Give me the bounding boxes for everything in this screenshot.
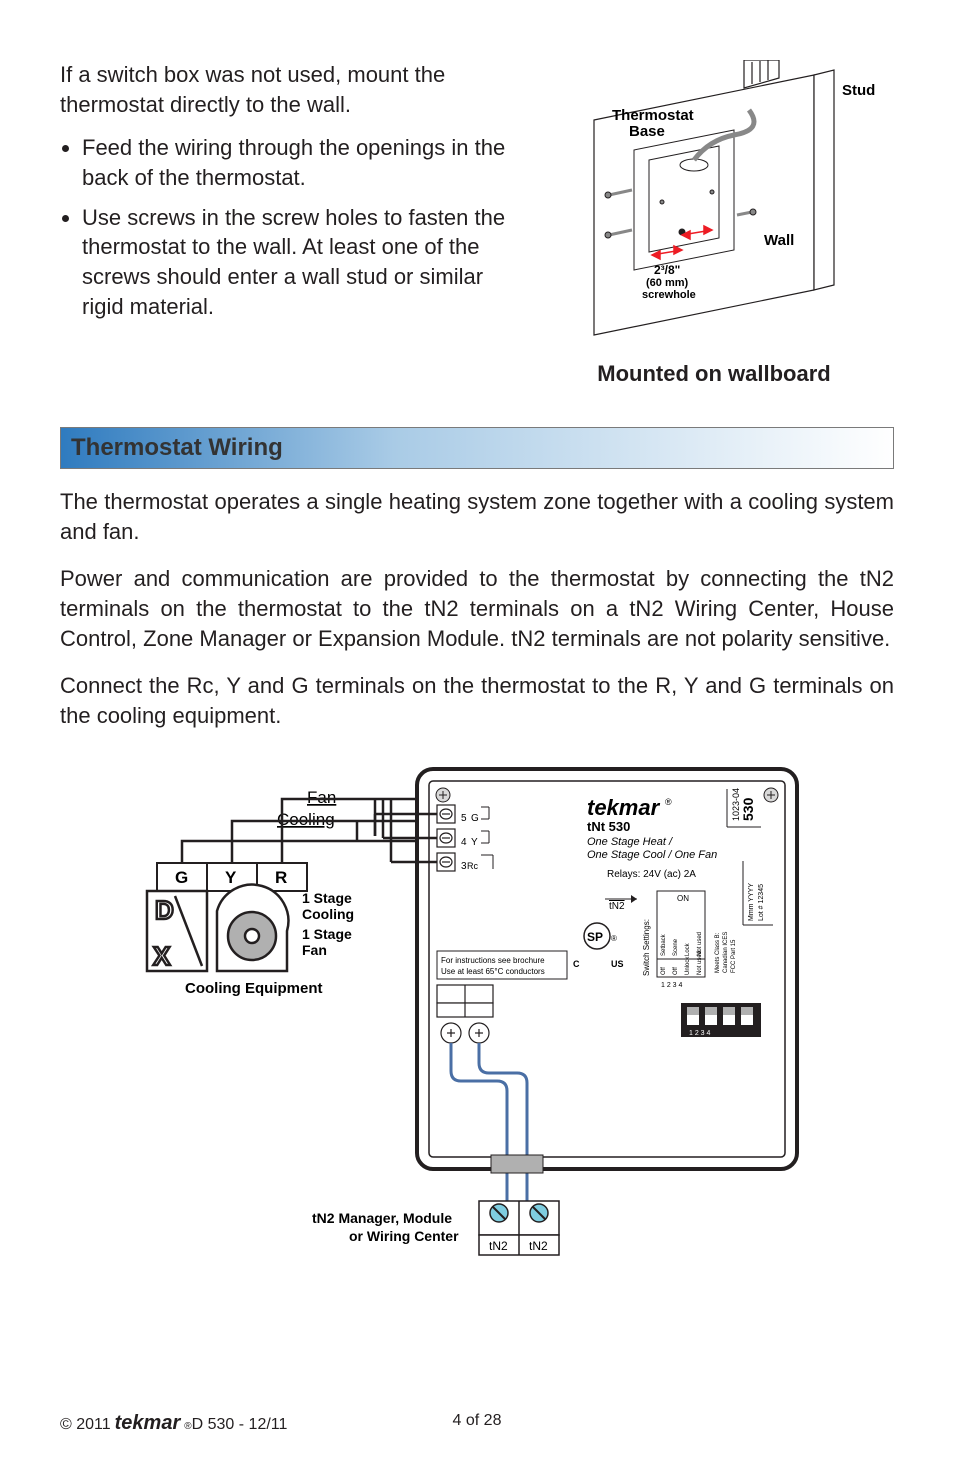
para-2: Power and communication are provided to … [60, 564, 894, 653]
pcb-product: tNt 530 [587, 819, 630, 834]
stage-cooling-2: Cooling [302, 906, 354, 922]
footer-doc: D 530 - 12/11 [192, 1416, 288, 1434]
svg-text:Off: Off [673, 967, 679, 975]
label-base-1: Thermostat [612, 107, 694, 124]
svg-text:G: G [471, 813, 479, 824]
svg-text:Scene: Scene [673, 938, 679, 956]
label-base-2: Base [629, 123, 665, 140]
stage-cooling-1: 1 Stage [302, 890, 352, 906]
instr2: Use at least 65°C conductors [441, 967, 545, 976]
section-header: Thermostat Wiring [60, 427, 894, 469]
sp-label: SP [587, 930, 603, 944]
wiring-diagram: Fan Cooling G Y R D X 1 Stag [117, 761, 837, 1326]
pcb-brand: tekmar [587, 795, 661, 820]
intro-text: If a switch box was not used, mount the … [60, 60, 514, 387]
intro-bullets: Feed the wiring through the openings in … [60, 133, 514, 321]
pcb-tn2-1: tN2 [441, 990, 457, 1001]
label-dim2: (60 mm) [646, 277, 689, 289]
svg-text:4: 4 [461, 837, 467, 848]
fan-label: Fan [307, 788, 336, 807]
svg-text:Lock: Lock [685, 942, 691, 956]
term-r: R [275, 868, 287, 887]
us-label: US [611, 959, 624, 969]
wiring-svg: Fan Cooling G Y R D X 1 Stag [117, 761, 837, 1321]
stage-fan-1: 1 Stage [302, 926, 352, 942]
svg-text:®: ® [611, 934, 617, 943]
label-dim3: screwhole [642, 289, 696, 301]
svg-text:Lot # 12345: Lot # 12345 [758, 884, 765, 921]
intro-para: If a switch box was not used, mount the … [60, 60, 514, 119]
svg-text:1: 1 [447, 1006, 452, 1016]
x-label: X [153, 941, 171, 971]
intro-row: If a switch box was not used, mount the … [60, 60, 894, 387]
ext-tn2-1: tN2 [489, 1239, 508, 1253]
svg-text:Meets Class B:: Meets Class B: [715, 932, 721, 973]
model-num: 530 [740, 797, 756, 821]
d-label: D [155, 895, 174, 925]
stage-fan-2: Fan [302, 942, 327, 958]
svg-text:5: 5 [461, 813, 467, 824]
svg-text:Off: Off [661, 967, 667, 975]
svg-text:Unlock: Unlock [685, 955, 691, 974]
footer: © 2011 tekmar® D 530 - 12/11 4 of 28 [60, 1412, 894, 1435]
pcb-relays: Relays: 24V (ac) 2A [607, 869, 696, 880]
svg-text:2: 2 [475, 1006, 480, 1016]
svg-text:1 2 3 4: 1 2 3 4 [689, 1030, 711, 1037]
label-dim1: 2³/8" [654, 263, 680, 277]
tn2-inline: tN2 [609, 901, 625, 912]
svg-text:Mmm YYYY: Mmm YYYY [748, 882, 755, 920]
label-stud: Stud [842, 82, 875, 99]
bullet-1: Feed the wiring through the openings in … [82, 133, 514, 192]
para-1: The thermostat operates a single heating… [60, 487, 894, 546]
tn2-mgr-1: tN2 Manager, Module [312, 1210, 452, 1226]
cooling-label: Cooling [277, 810, 335, 829]
svg-text:Rc: Rc [467, 861, 478, 871]
svg-text:Y: Y [471, 837, 478, 848]
label-wall: Wall [764, 232, 794, 249]
reg-mark: ® [184, 1421, 191, 1432]
pcb-desc1: One Stage Heat / [587, 836, 673, 848]
svg-text:Canadian ICES: Canadian ICES [723, 931, 729, 972]
para-3: Connect the Rc, Y and G terminals on the… [60, 671, 894, 730]
svg-text:1 2 3 4: 1 2 3 4 [661, 982, 683, 989]
wallboard-svg: Stud Thermostat [534, 60, 894, 350]
figure-wallboard: Stud Thermostat [534, 60, 894, 387]
pcb-tn2-2: tN2 [469, 990, 485, 1001]
svg-text:FCC Part 15: FCC Part 15 [731, 939, 737, 973]
ext-tn2-2: tN2 [529, 1239, 548, 1253]
tn2-mgr-2: or Wiring Center [349, 1228, 459, 1244]
pcb-desc2: One Stage Cool / One Fan [587, 849, 717, 861]
svg-text:Not used: Not used [697, 951, 703, 975]
bullet-2: Use screws in the screw holes to fasten … [82, 203, 514, 322]
copyright: © 2011 [60, 1416, 111, 1434]
footer-page: 4 of 28 [453, 1412, 502, 1430]
cooling-equip-label: Cooling Equipment [185, 980, 322, 997]
footer-brand: tekmar [115, 1412, 181, 1435]
figure-caption: Mounted on wallboard [534, 361, 894, 387]
term-g: G [175, 868, 188, 887]
switch-label: Switch Settings: [642, 919, 651, 976]
svg-text:®: ® [665, 797, 672, 807]
instr1: For instructions see brochure [441, 956, 545, 965]
on-label: ON [677, 894, 689, 903]
c-label: C [573, 959, 580, 969]
svg-text:Setback: Setback [661, 933, 667, 956]
term-y: Y [225, 868, 237, 887]
